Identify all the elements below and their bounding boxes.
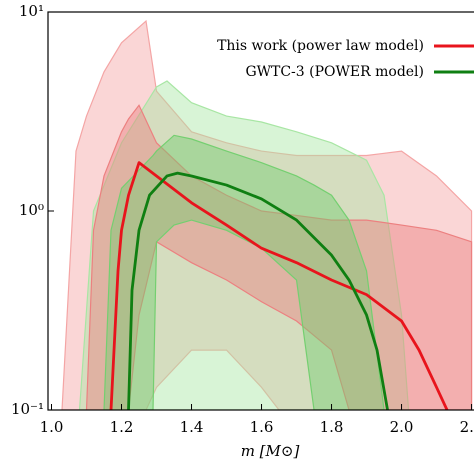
- y-tick-label: 10⁻¹: [11, 400, 44, 418]
- x-tick-label: 1.0: [40, 418, 64, 436]
- x-tick-label: 2.2: [460, 418, 474, 436]
- band: [85, 104, 473, 410]
- x-tick-label: 1.6: [250, 418, 274, 436]
- band: [103, 134, 385, 410]
- plot-area: [61, 19, 473, 410]
- x-tick-label: 1.2: [110, 418, 134, 436]
- x-tick-label: 1.8: [320, 418, 344, 436]
- legend-label: This work (power law model): [217, 38, 424, 54]
- line: [127, 171, 389, 410]
- y-tick-label: 10⁰: [19, 201, 44, 219]
- y-tick-label: 10¹: [19, 2, 44, 20]
- band: [78, 80, 410, 410]
- x-axis-label: m [M⊙]: [241, 442, 300, 460]
- x-tick-label: 1.4: [180, 418, 204, 436]
- line: [109, 161, 449, 410]
- legend-label: GWTC-3 (POWER model): [245, 64, 424, 80]
- x-tick-label: 2.0: [390, 418, 414, 436]
